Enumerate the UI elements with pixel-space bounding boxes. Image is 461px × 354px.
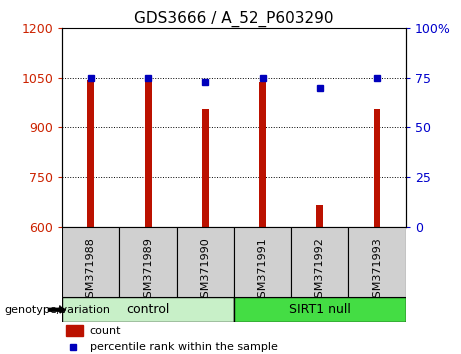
Bar — [291, 227, 349, 297]
Bar — [62, 227, 119, 297]
Bar — [234, 297, 406, 322]
Bar — [119, 227, 177, 297]
Bar — [234, 227, 291, 297]
Text: GSM371990: GSM371990 — [201, 237, 210, 305]
Text: count: count — [90, 326, 121, 336]
Text: GSM371993: GSM371993 — [372, 237, 382, 305]
Text: percentile rank within the sample: percentile rank within the sample — [90, 342, 278, 352]
Bar — [177, 227, 234, 297]
Bar — [202, 109, 209, 227]
Text: SIRT1 null: SIRT1 null — [289, 303, 351, 316]
Text: GSM371988: GSM371988 — [86, 237, 96, 305]
Bar — [62, 297, 234, 322]
Bar — [145, 76, 152, 227]
Bar — [349, 227, 406, 297]
Text: control: control — [126, 303, 170, 316]
Bar — [65, 325, 83, 336]
Text: genotype/variation: genotype/variation — [5, 305, 111, 315]
Bar — [373, 109, 380, 227]
Bar — [259, 82, 266, 227]
Text: GSM371989: GSM371989 — [143, 237, 153, 305]
Bar — [316, 205, 323, 227]
Bar — [88, 80, 95, 227]
Text: GSM371992: GSM371992 — [315, 237, 325, 305]
Text: GSM371991: GSM371991 — [258, 237, 267, 305]
Title: GDS3666 / A_52_P603290: GDS3666 / A_52_P603290 — [134, 11, 334, 27]
